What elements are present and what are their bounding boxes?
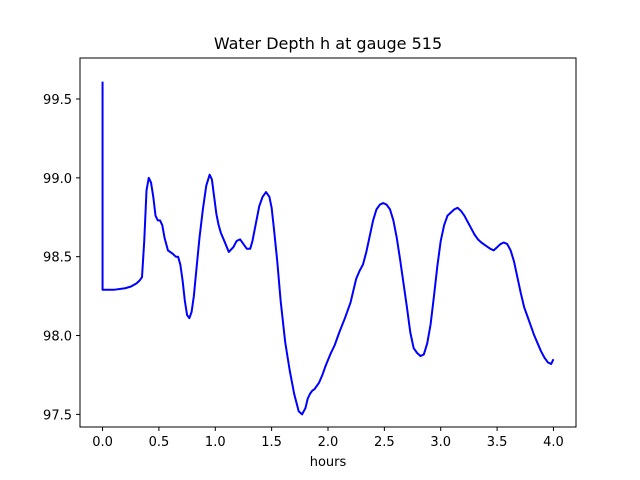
- chart-title: Water Depth h at gauge 515: [214, 34, 442, 53]
- y-axis-ticks: 97.5 98.0 98.5 99.0 99.5: [43, 93, 80, 423]
- x-tick-label: 4.0: [543, 435, 564, 450]
- x-tick-label: 2.0: [318, 435, 339, 450]
- x-tick-label: 3.0: [430, 435, 451, 450]
- x-axis-ticks: 0.0 0.5 1.0 1.5 2.0 2.5 3.0 3.5 4.0: [92, 427, 564, 450]
- y-tick-label: 98.0: [43, 330, 72, 345]
- x-tick-label: 1.0: [205, 435, 226, 450]
- y-tick-label: 97.5: [43, 408, 72, 423]
- x-tick-label: 3.5: [487, 435, 508, 450]
- y-tick-label: 99.0: [43, 172, 72, 187]
- y-tick-label: 98.5: [43, 251, 72, 266]
- x-tick-label: 0.5: [149, 435, 170, 450]
- x-tick-label: 1.5: [261, 435, 282, 450]
- x-tick-label: 2.5: [374, 435, 395, 450]
- x-axis-label: hours: [310, 455, 347, 470]
- plot-area: [79, 57, 577, 428]
- x-tick-label: 0.0: [92, 435, 113, 450]
- y-tick-label: 99.5: [43, 93, 72, 108]
- series-line: [101, 81, 555, 416]
